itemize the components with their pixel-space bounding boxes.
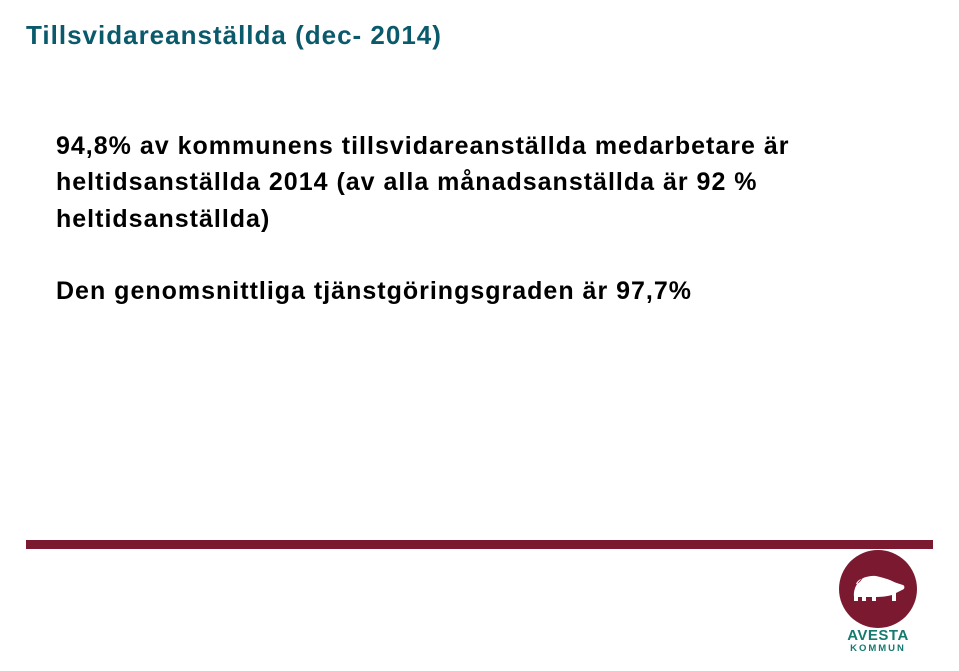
slide-body: 94,8% av kommunens tillsvidareanställda …	[56, 128, 876, 345]
logo-circle	[839, 550, 917, 628]
slide-title: Tillsvidareanställda (dec- 2014)	[26, 20, 442, 51]
logo-subname: KOMMUN	[831, 644, 925, 654]
logo-name: AVESTA	[831, 628, 925, 643]
municipal-logo: AVESTA KOMMUN	[831, 550, 925, 654]
divider-rule	[26, 540, 933, 549]
bison-icon	[848, 567, 908, 611]
body-paragraph-1: 94,8% av kommunens tillsvidareanställda …	[56, 128, 876, 237]
body-paragraph-2: Den genomsnittliga tjänstgöringsgraden ä…	[56, 273, 876, 309]
slide-container: Tillsvidareanställda (dec- 2014) 94,8% a…	[0, 0, 959, 671]
